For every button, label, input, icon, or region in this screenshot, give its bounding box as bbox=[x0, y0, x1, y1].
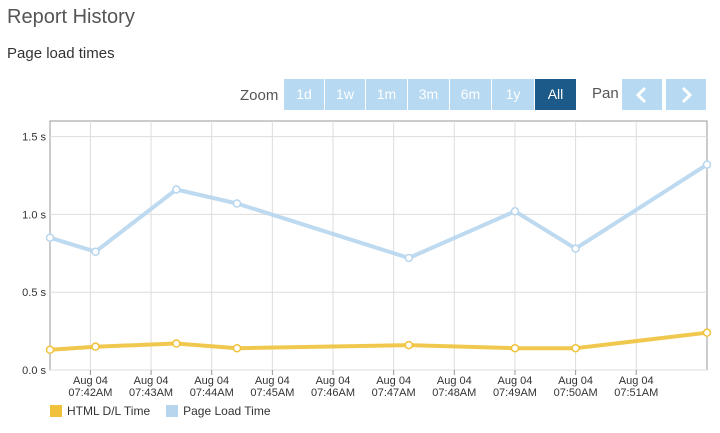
x-tick-label-date: Aug 04 bbox=[558, 375, 593, 387]
data-point-html-dl bbox=[571, 343, 580, 353]
x-tick-label-time: 07:45AM bbox=[250, 387, 294, 399]
x-tick-label-date: Aug 04 bbox=[619, 375, 654, 387]
section-title: Page load times bbox=[7, 45, 115, 62]
zoom-button-1w[interactable]: 1w bbox=[325, 79, 365, 110]
legend-label-html-dl: HTML D/L Time bbox=[67, 404, 151, 418]
legend-label-page-load: Page Load Time bbox=[183, 404, 271, 418]
x-tick-label-time: 07:43AM bbox=[129, 387, 173, 399]
data-point-page-load bbox=[571, 244, 580, 253]
x-tick-label-time: 07:47AM bbox=[372, 387, 416, 399]
data-point-html-dl bbox=[91, 342, 100, 351]
chart-grid bbox=[49, 120, 708, 371]
data-point-html-dl bbox=[702, 328, 712, 337]
data-point-page-load bbox=[404, 253, 414, 263]
x-tick-label-date: Aug 04 bbox=[316, 375, 351, 387]
pan-left-button[interactable] bbox=[622, 79, 662, 110]
series-line-html-dl bbox=[49, 330, 708, 352]
zoom-button-1d[interactable]: 1d bbox=[284, 79, 324, 110]
legend-swatch-page-load bbox=[166, 405, 179, 417]
x-tick-label-date: Aug 04 bbox=[255, 375, 290, 387]
x-tick-label-date: Aug 04 bbox=[376, 375, 411, 387]
y-tick-label: 0.5 s bbox=[22, 287, 46, 299]
x-tick-label-time: 07:50AM bbox=[554, 387, 598, 399]
y-tick-label: 1.5 s bbox=[22, 132, 46, 144]
chevron-right-icon bbox=[681, 86, 693, 103]
x-tick-label-date: Aug 04 bbox=[134, 375, 169, 387]
x-tick-label-time: 07:48AM bbox=[432, 387, 476, 399]
data-point-html-dl bbox=[45, 345, 55, 355]
pan-right-button[interactable] bbox=[666, 79, 706, 110]
zoom-button-1m[interactable]: 1m bbox=[366, 79, 407, 110]
zoom-button-3m[interactable]: 3m bbox=[408, 79, 449, 110]
x-tick-label-date: Aug 04 bbox=[73, 375, 108, 387]
y-tick-label: 1.0 s bbox=[22, 209, 46, 221]
x-tick-label-date: Aug 04 bbox=[498, 375, 533, 387]
x-tick-label-time: 07:46AM bbox=[311, 387, 355, 399]
zoom-button-1y[interactable]: 1y bbox=[492, 79, 534, 110]
x-tick-label-date: Aug 04 bbox=[437, 375, 472, 387]
legend-item-html-dl[interactable]: HTML D/L Time bbox=[50, 404, 150, 418]
page-title: Report History bbox=[7, 6, 135, 28]
legend-item-page-load[interactable]: Page Load Time bbox=[166, 404, 271, 418]
x-tick-label-date: Aug 04 bbox=[194, 375, 229, 387]
y-tick-label: 0.0 s bbox=[22, 365, 46, 377]
data-point-page-load bbox=[510, 207, 520, 216]
chart-series bbox=[45, 160, 712, 355]
series-line-page-load bbox=[49, 162, 709, 260]
chart-legend: HTML D/L Time Page Load Time bbox=[50, 404, 271, 418]
x-tick-label-time: 07:42AM bbox=[68, 387, 112, 399]
zoom-button-6m[interactable]: 6m bbox=[450, 79, 491, 110]
chevron-left-icon bbox=[635, 86, 647, 103]
chart-toolbar: Zoom 1d 1w 1m 3m 6m 1y All Pan bbox=[0, 79, 720, 111]
data-point-html-dl bbox=[232, 343, 242, 353]
x-tick-label-time: 07:51AM bbox=[614, 387, 658, 399]
x-tick-label-time: 07:49AM bbox=[493, 387, 537, 399]
data-point-page-load bbox=[45, 233, 55, 242]
data-point-html-dl bbox=[172, 339, 181, 348]
x-tick-label-time: 07:44AM bbox=[190, 387, 234, 399]
data-point-html-dl bbox=[404, 340, 414, 350]
plot-border bbox=[49, 120, 708, 371]
data-point-page-load bbox=[232, 199, 242, 208]
data-point-page-load bbox=[702, 160, 712, 169]
legend-swatch-html-dl bbox=[50, 405, 62, 417]
data-point-page-load bbox=[172, 185, 181, 194]
data-point-page-load bbox=[91, 247, 100, 256]
pan-label: Pan bbox=[592, 85, 619, 102]
zoom-label: Zoom bbox=[240, 87, 279, 104]
zoom-button-all[interactable]: All bbox=[535, 79, 576, 110]
data-point-html-dl bbox=[510, 343, 520, 353]
